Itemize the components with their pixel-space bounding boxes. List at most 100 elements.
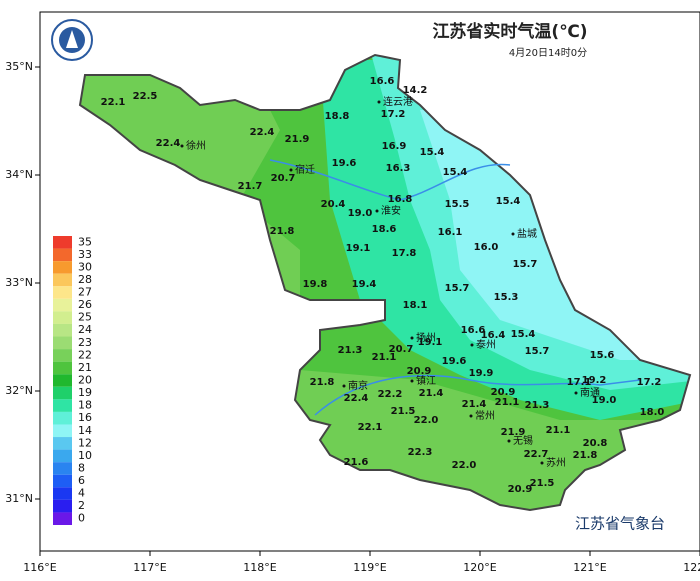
station-temp: 18.0 bbox=[640, 407, 665, 418]
station-temp: 22.5 bbox=[133, 91, 158, 102]
x-tick-label: 116°E bbox=[23, 561, 56, 574]
station-temp: 21.3 bbox=[525, 400, 550, 411]
legend-label: 23 bbox=[78, 336, 92, 349]
city-dot bbox=[410, 336, 414, 340]
station-temp: 21.4 bbox=[462, 399, 487, 410]
station-temp: 20.9 bbox=[491, 387, 516, 398]
y-tick-label: 34°N bbox=[5, 168, 33, 181]
city-name: 无锡 bbox=[513, 434, 533, 447]
city-name: 淮安 bbox=[381, 204, 401, 217]
station-temp: 21.8 bbox=[310, 377, 335, 388]
station-temp: 17.8 bbox=[392, 248, 417, 259]
legend-label: 27 bbox=[78, 286, 92, 299]
border bbox=[78, 53, 692, 512]
station-temp: 18.6 bbox=[372, 224, 397, 235]
legend-swatch bbox=[53, 374, 72, 387]
x-tick-label: 121°E bbox=[573, 561, 606, 574]
legend-swatch bbox=[53, 336, 72, 350]
station-temp: 17.1 bbox=[567, 377, 592, 388]
station-temp: 20.4 bbox=[321, 199, 346, 210]
station-temp: 21.9 bbox=[285, 134, 310, 145]
city-dot bbox=[574, 391, 578, 395]
x-tick-label: 120°E bbox=[463, 561, 496, 574]
city-name: 盐城 bbox=[517, 227, 537, 240]
station-temp: 15.4 bbox=[511, 329, 536, 340]
station-temp: 22.1 bbox=[101, 97, 126, 108]
station-temp: 20.9 bbox=[508, 484, 533, 495]
legend-swatch bbox=[53, 311, 72, 324]
legend-label: 28 bbox=[78, 273, 92, 286]
station-temp: 22.0 bbox=[414, 415, 439, 426]
city-name: 泰州 bbox=[476, 338, 496, 351]
credit: 江苏省气象台 bbox=[575, 515, 665, 533]
station-temp: 19.6 bbox=[332, 158, 357, 169]
station-temp: 19.4 bbox=[352, 279, 377, 290]
station-temp: 21.3 bbox=[338, 345, 363, 356]
station-temp: 21.1 bbox=[372, 352, 397, 363]
station-temp: 21.7 bbox=[238, 181, 263, 192]
city-name: 徐州 bbox=[186, 139, 206, 152]
station-temp: 16.8 bbox=[388, 194, 413, 205]
station-temp: 15.7 bbox=[513, 259, 538, 270]
city-dot bbox=[410, 379, 414, 383]
legend-label: 16 bbox=[78, 411, 92, 424]
station-temp: 22.2 bbox=[378, 389, 403, 400]
city-dot bbox=[511, 232, 515, 236]
station-temp: 22.1 bbox=[358, 422, 383, 433]
city-dot bbox=[470, 343, 474, 347]
station-temp: 20.7 bbox=[389, 344, 414, 355]
station-temp: 16.3 bbox=[386, 163, 411, 174]
river bbox=[269, 159, 511, 201]
legend-label: 30 bbox=[78, 260, 92, 273]
legend-label: 0 bbox=[78, 512, 85, 525]
station-temp: 22.0 bbox=[452, 460, 477, 471]
city-name: 连云港 bbox=[383, 95, 413, 108]
station-temp: 21.6 bbox=[344, 457, 369, 468]
city-dot bbox=[507, 439, 511, 443]
y-tick-label: 35°N bbox=[5, 60, 33, 73]
legend-swatch bbox=[53, 349, 72, 362]
city-dot bbox=[377, 100, 381, 104]
station-temp: 16.0 bbox=[474, 242, 499, 253]
station-temp: 19.1 bbox=[346, 243, 371, 254]
logo bbox=[51, 19, 93, 61]
station-temp: 21.5 bbox=[530, 478, 555, 489]
legend-swatch bbox=[53, 474, 72, 488]
city-dot bbox=[342, 384, 346, 388]
station-temp: 19.0 bbox=[348, 208, 373, 219]
legend-swatch bbox=[53, 273, 72, 287]
city-name: 苏州 bbox=[546, 456, 566, 469]
station-temp: 17.2 bbox=[381, 109, 406, 120]
title: 江苏省实时气温(℃) bbox=[432, 21, 587, 42]
station-temp: 19.6 bbox=[442, 356, 467, 367]
station-temp: 21.9 bbox=[501, 427, 526, 438]
station-temp: 22.4 bbox=[250, 127, 275, 138]
legend-swatch bbox=[53, 323, 72, 337]
station-temp: 21.1 bbox=[495, 397, 520, 408]
station-temp: 20.8 bbox=[583, 438, 608, 449]
station-temp: 22.4 bbox=[156, 138, 181, 149]
legend-label: 8 bbox=[78, 461, 85, 474]
station-temp: 22.3 bbox=[408, 447, 433, 458]
y-tick-label: 32°N bbox=[5, 384, 33, 397]
x-tick-label: 118°E bbox=[243, 561, 276, 574]
x-tick-label: 117°E bbox=[133, 561, 166, 574]
station-temp: 18.8 bbox=[325, 111, 350, 122]
legend-swatch bbox=[53, 512, 72, 525]
legend-swatch bbox=[53, 399, 72, 412]
station-temp: 15.7 bbox=[445, 283, 470, 294]
station-temp: 22.7 bbox=[524, 449, 549, 460]
y-tick-label: 31°N bbox=[5, 492, 33, 505]
x-tick-label: 119°E bbox=[353, 561, 386, 574]
city-name: 常州 bbox=[475, 409, 495, 422]
city-dot bbox=[469, 414, 473, 418]
frame bbox=[39, 11, 700, 552]
station-temp: 19.0 bbox=[592, 395, 617, 406]
legend-label: 4 bbox=[78, 487, 85, 500]
station-temp: 19.8 bbox=[303, 279, 328, 290]
station-temp: 20.7 bbox=[271, 173, 296, 184]
legend-label: 19 bbox=[78, 386, 92, 399]
river bbox=[314, 374, 641, 416]
station-temp: 21.5 bbox=[391, 406, 416, 417]
